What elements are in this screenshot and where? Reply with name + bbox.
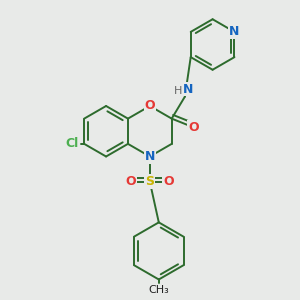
Text: S: S xyxy=(145,175,154,188)
Text: N: N xyxy=(229,26,240,38)
Text: O: O xyxy=(126,175,136,188)
Text: N: N xyxy=(145,150,155,163)
Text: N: N xyxy=(183,82,194,96)
Text: H: H xyxy=(174,85,183,96)
Text: O: O xyxy=(145,100,155,112)
Text: Cl: Cl xyxy=(65,137,79,150)
Text: CH₃: CH₃ xyxy=(148,284,169,295)
Text: O: O xyxy=(188,121,199,134)
Text: O: O xyxy=(163,175,174,188)
